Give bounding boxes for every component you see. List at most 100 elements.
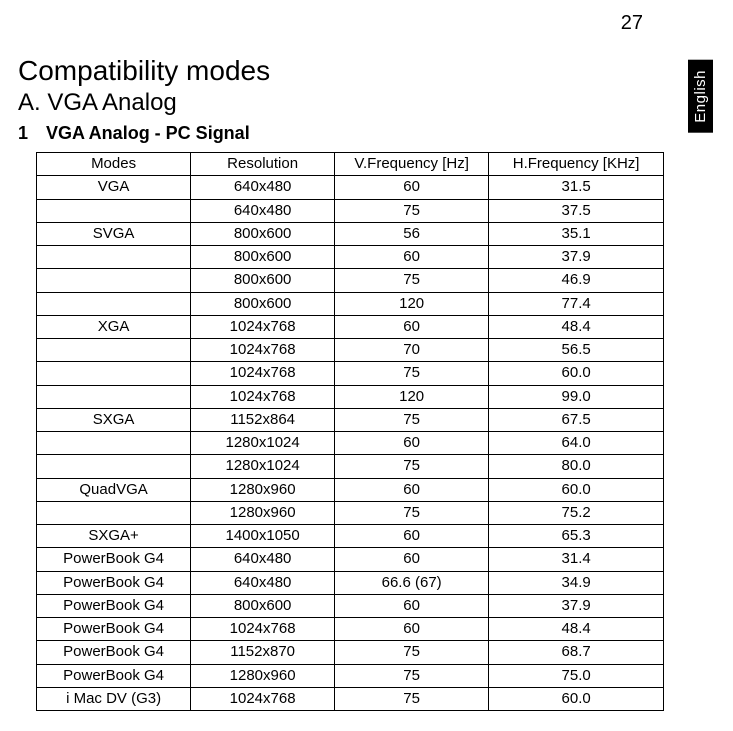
table-cell: 77.4 (489, 292, 664, 315)
table-cell: 1400x1050 (191, 525, 335, 548)
table-cell (37, 199, 191, 222)
table-cell: SVGA (37, 222, 191, 245)
table-row: 1280x10246064.0 (37, 432, 664, 455)
table-cell: 48.4 (489, 618, 664, 641)
table-row: PowerBook G41152x8707568.7 (37, 641, 664, 664)
table-cell (37, 455, 191, 478)
table-cell: i Mac DV (G3) (37, 687, 191, 710)
table-cell: 640x480 (191, 176, 335, 199)
table-cell: SXGA (37, 408, 191, 431)
table-row: 800x6007546.9 (37, 269, 664, 292)
language-tab: English (688, 60, 713, 133)
table-row: PowerBook G4800x6006037.9 (37, 594, 664, 617)
table-cell: 64.0 (489, 432, 664, 455)
col-modes: Modes (37, 153, 191, 176)
table-cell: 60.0 (489, 362, 664, 385)
table-cell: PowerBook G4 (37, 571, 191, 594)
table-cell: 1152x864 (191, 408, 335, 431)
table-cell: XGA (37, 315, 191, 338)
table-cell: PowerBook G4 (37, 664, 191, 687)
table-cell: PowerBook G4 (37, 594, 191, 617)
table-cell (37, 362, 191, 385)
table-cell: 60 (335, 548, 489, 571)
table-cell: 120 (335, 385, 489, 408)
table-cell: 56.5 (489, 339, 664, 362)
table-cell: 75 (335, 199, 489, 222)
table-cell: 1024x768 (191, 385, 335, 408)
table-row: SXGA+1400x10506065.3 (37, 525, 664, 548)
table-cell: 34.9 (489, 571, 664, 594)
table-cell: 800x600 (191, 246, 335, 269)
table-cell: 800x600 (191, 594, 335, 617)
section-heading: A. VGA Analog (18, 89, 693, 117)
table-header-row: Modes Resolution V.Frequency [Hz] H.Freq… (37, 153, 664, 176)
table-cell (37, 501, 191, 524)
table-row: PowerBook G4640x4806031.4 (37, 548, 664, 571)
table-cell: 120 (335, 292, 489, 315)
table-cell (37, 339, 191, 362)
table-cell: 60.0 (489, 478, 664, 501)
table-cell: 48.4 (489, 315, 664, 338)
table-cell: PowerBook G4 (37, 618, 191, 641)
table-cell: 60 (335, 525, 489, 548)
compat-table: Modes Resolution V.Frequency [Hz] H.Freq… (36, 152, 664, 711)
subsection-row: 1 VGA Analog - PC Signal (18, 123, 693, 144)
table-row: 800x6006037.9 (37, 246, 664, 269)
table-cell: 75.0 (489, 664, 664, 687)
table-cell: 37.5 (489, 199, 664, 222)
table-cell (37, 432, 191, 455)
table-cell: 60 (335, 618, 489, 641)
table-row: 1024x7687560.0 (37, 362, 664, 385)
table-cell: 75 (335, 641, 489, 664)
table-cell: 1280x1024 (191, 455, 335, 478)
table-cell: 1280x1024 (191, 432, 335, 455)
table-cell: 1152x870 (191, 641, 335, 664)
table-cell: 70 (335, 339, 489, 362)
table-cell: 37.9 (489, 594, 664, 617)
table-cell: 31.5 (489, 176, 664, 199)
table-cell: 75 (335, 664, 489, 687)
table-cell: 640x480 (191, 548, 335, 571)
table-cell: 46.9 (489, 269, 664, 292)
table-cell: 640x480 (191, 571, 335, 594)
table-cell (37, 269, 191, 292)
table-cell: 800x600 (191, 269, 335, 292)
table-row: 1024x7687056.5 (37, 339, 664, 362)
table-cell: 1024x768 (191, 687, 335, 710)
table-row: PowerBook G41280x9607575.0 (37, 664, 664, 687)
col-res: Resolution (191, 153, 335, 176)
table-cell: 75 (335, 269, 489, 292)
table-cell: 66.6 (67) (335, 571, 489, 594)
table-cell: 80.0 (489, 455, 664, 478)
subsection-number: 1 (18, 123, 28, 144)
table-cell: 1024x768 (191, 315, 335, 338)
table-row: 1024x76812099.0 (37, 385, 664, 408)
table-cell: 31.4 (489, 548, 664, 571)
table-cell: 60 (335, 315, 489, 338)
table-row: 640x4807537.5 (37, 199, 664, 222)
table-row: 800x60012077.4 (37, 292, 664, 315)
table-cell (37, 385, 191, 408)
table-cell: PowerBook G4 (37, 548, 191, 571)
table-cell (37, 292, 191, 315)
table-cell: 67.5 (489, 408, 664, 431)
table-row: i Mac DV (G3)1024x7687560.0 (37, 687, 664, 710)
table-row: SVGA800x6005635.1 (37, 222, 664, 245)
table-cell: 640x480 (191, 199, 335, 222)
table-cell (37, 246, 191, 269)
table-cell: 1280x960 (191, 501, 335, 524)
table-cell: 75 (335, 455, 489, 478)
table-row: QuadVGA1280x9606060.0 (37, 478, 664, 501)
table-cell: 1280x960 (191, 664, 335, 687)
table-row: SXGA1152x8647567.5 (37, 408, 664, 431)
table-cell: 800x600 (191, 292, 335, 315)
table-row: PowerBook G4640x48066.6 (67)34.9 (37, 571, 664, 594)
table-cell: PowerBook G4 (37, 641, 191, 664)
table-cell: 1024x768 (191, 339, 335, 362)
table-cell: 60 (335, 176, 489, 199)
table-cell: 99.0 (489, 385, 664, 408)
table-cell: 75 (335, 408, 489, 431)
table-cell: SXGA+ (37, 525, 191, 548)
table-cell: 37.9 (489, 246, 664, 269)
table-cell: 68.7 (489, 641, 664, 664)
